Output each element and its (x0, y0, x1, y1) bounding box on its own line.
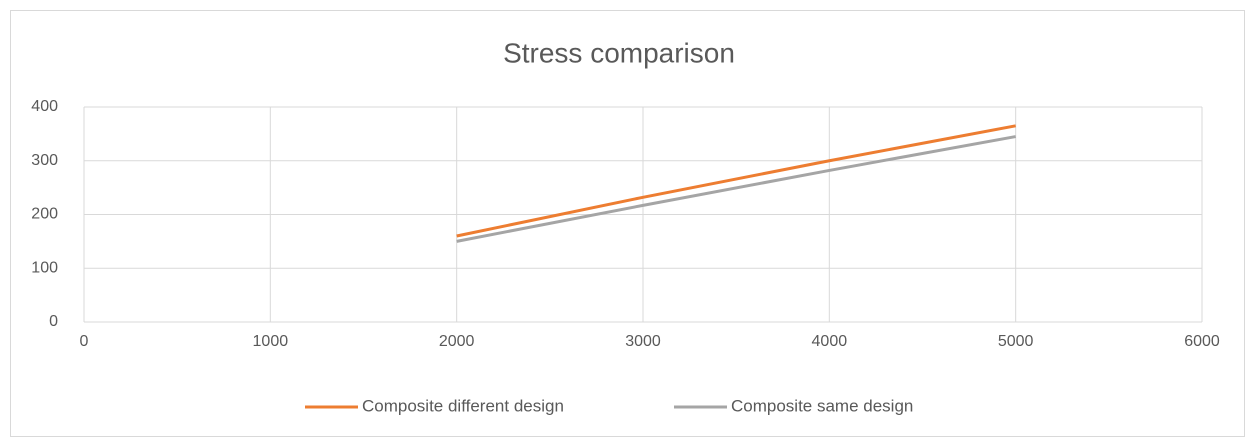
y-tick-label: 0 (49, 313, 58, 330)
x-tick-label: 0 (80, 333, 89, 350)
x-tick-label: 5000 (998, 333, 1034, 350)
x-tick-label: 1000 (253, 333, 289, 350)
legend-label: Composite different design (362, 396, 564, 415)
x-tick-label: 4000 (812, 333, 848, 350)
legend-label: Composite same design (731, 396, 913, 415)
y-tick-label: 200 (31, 206, 58, 223)
y-tick-label: 300 (31, 152, 58, 169)
x-tick-label: 6000 (1184, 333, 1220, 350)
x-tick-label: 2000 (439, 333, 475, 350)
chart-title: Stress comparison (503, 37, 735, 68)
y-tick-label: 400 (31, 98, 58, 115)
chart-border (10, 10, 1245, 437)
x-tick-label: 3000 (625, 333, 661, 350)
line-series (456, 135, 1016, 243)
y-tick-label: 100 (31, 259, 58, 276)
line-series (456, 124, 1016, 238)
